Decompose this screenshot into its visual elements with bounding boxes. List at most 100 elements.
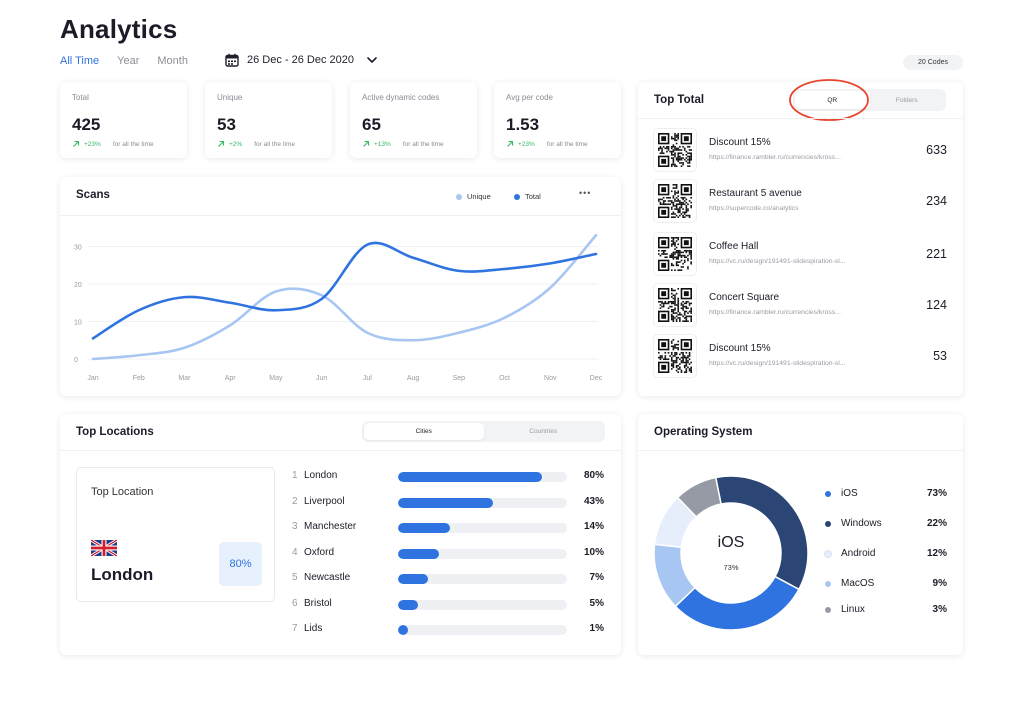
top-locations-title: Top Locations <box>76 426 154 438</box>
range-tab-month[interactable]: Month <box>157 55 188 67</box>
x-tick-label: May <box>269 375 283 382</box>
range-tab-all-time[interactable]: All Time <box>60 55 100 67</box>
tab-folders[interactable]: Folders <box>895 96 918 104</box>
qr-item-count: 633 <box>926 143 947 157</box>
os-donut-chart <box>653 475 809 631</box>
location-bar-track <box>398 523 567 533</box>
os-legend-pct: 12% <box>926 548 947 559</box>
location-rank: 2 <box>292 495 298 507</box>
uk-flag-icon <box>91 540 117 556</box>
range-tabs: All Time Year Month <box>60 55 188 67</box>
stat-delta-sub: for all the time <box>112 140 154 148</box>
qr-list-item[interactable]: Discount 15% https://vc.ru/design/191491-… <box>654 333 947 379</box>
more-options-button[interactable]: ••• <box>579 188 592 198</box>
donut-center-pct: 73% <box>723 563 739 572</box>
location-name: Oxford <box>304 546 335 558</box>
x-tick-label: Oct <box>499 375 510 382</box>
stat-value: 1.53 <box>506 115 540 134</box>
tab-countries[interactable]: Countries <box>529 428 558 435</box>
qr-item-url[interactable]: https://finance.rambler.ru/currencies/kr… <box>709 309 841 316</box>
page-title: Analytics <box>60 14 178 44</box>
qr-item-url[interactable]: https://vc.ru/design/191491-slidespirati… <box>709 360 846 367</box>
qr-item-url[interactable]: https://finance.rambler.ru/currencies/kr… <box>709 154 841 161</box>
location-rank: 1 <box>292 470 298 481</box>
operating-system-divider <box>638 450 963 451</box>
location-row: 7 Lids 1% <box>292 623 604 637</box>
location-name: Lids <box>304 623 323 634</box>
legend-unique-dot <box>456 193 462 200</box>
location-row: 4 Oxford 10% <box>292 547 604 561</box>
os-legend-pct: 3% <box>932 604 947 615</box>
stat-label: Active dynamic codes <box>362 93 440 102</box>
qr-list-item[interactable]: Coffee Hall https://vc.ru/design/191491-s… <box>654 231 947 277</box>
qr-code-thumbnail <box>654 284 696 326</box>
qr-code-icon <box>658 339 692 373</box>
location-rank: 3 <box>292 521 298 532</box>
y-tick-label: 20 <box>74 282 82 289</box>
stat-label: Total <box>72 93 89 102</box>
stat-delta: +23% for all the time <box>506 140 588 148</box>
qr-list-item[interactable]: Concert Square https://finance.rambler.ru… <box>654 282 947 328</box>
top-total-divider <box>638 118 963 119</box>
location-rank: 6 <box>292 597 298 609</box>
location-pct: 1% <box>589 623 604 634</box>
os-legend-pct: 73% <box>926 488 947 499</box>
y-tick-label: 10 <box>74 320 82 327</box>
location-rank: 5 <box>292 572 298 583</box>
qr-list-item[interactable]: Restaurant 5 avenue https://supercode.co/… <box>654 178 947 224</box>
x-tick-label: Sep <box>453 375 466 382</box>
qr-item-count: 221 <box>926 247 947 261</box>
location-bar-track <box>398 548 567 559</box>
os-legend-dot <box>825 491 831 497</box>
top-total-card: Top Total QR Folders Discount 15% https:/… <box>638 79 963 396</box>
top-location-city: London <box>91 565 154 584</box>
top-locations-divider <box>60 450 621 451</box>
y-tick-label: 30 <box>74 245 82 252</box>
os-legend-dot <box>825 551 831 557</box>
stat-card-active-dynamic: Active dynamic codes 65 +13% for all the… <box>350 82 477 158</box>
tab-qr[interactable]: QR <box>795 91 870 109</box>
location-bar-fill <box>398 472 542 482</box>
qr-code-icon <box>658 133 692 167</box>
location-name: Bristol <box>304 597 332 609</box>
scans-divider <box>60 215 621 216</box>
location-rank: 7 <box>292 623 298 634</box>
location-bar-fill <box>398 625 409 635</box>
os-legend-name: MacOS <box>841 578 875 589</box>
range-tab-year[interactable]: Year <box>117 55 140 67</box>
qr-list-item[interactable]: Discount 15% https://finance.rambler.ru/c… <box>654 127 947 173</box>
qr-code-thumbnail <box>654 233 696 275</box>
x-tick-label: Nov <box>544 375 557 382</box>
qr-item-url[interactable]: https://supercode.co/analytics <box>709 205 799 212</box>
location-pct: 14% <box>583 521 604 532</box>
location-row: 1 London 80% <box>292 470 604 484</box>
location-row: 3 Manchester 14% <box>292 521 604 535</box>
x-tick-label: Feb <box>133 375 145 382</box>
chevron-down-icon <box>367 57 377 63</box>
qr-item-name: Restaurant 5 avenue <box>709 188 802 199</box>
arrow-up-right-icon <box>507 140 514 147</box>
stat-value: 65 <box>362 115 381 134</box>
tab-cities[interactable]: Cities <box>364 423 484 440</box>
scans-title: Scans <box>76 189 110 201</box>
codes-count-badge: 20 Codes <box>903 55 963 70</box>
stat-delta-value: +23% <box>84 140 101 148</box>
series-line-unique <box>91 233 598 361</box>
qr-item-count: 234 <box>926 194 947 208</box>
qr-item-url[interactable]: https://vc.ru/design/191491-slidespirati… <box>709 258 846 265</box>
qr-item-name: Coffee Hall <box>709 241 759 252</box>
stat-label: Avg per code <box>506 93 553 102</box>
legend-unique-label: Unique <box>467 192 491 201</box>
location-bar-track <box>398 472 567 482</box>
location-bar-fill <box>398 523 451 533</box>
stat-delta-value: +2% <box>229 140 243 148</box>
location-pct: 43% <box>583 495 604 507</box>
location-bar-track <box>398 574 567 584</box>
location-bar-fill <box>398 497 493 508</box>
calendar-icon <box>225 53 239 67</box>
top-locations-card: Top Locations Cities Countries Top Locat… <box>60 414 621 655</box>
top-location-pct: 80% <box>219 542 262 586</box>
top-total-tabs: QR Folders <box>793 89 946 111</box>
date-range-picker[interactable]: 26 Dec - 26 Dec 2020 <box>225 53 378 67</box>
x-tick-label: Jan <box>87 375 98 382</box>
